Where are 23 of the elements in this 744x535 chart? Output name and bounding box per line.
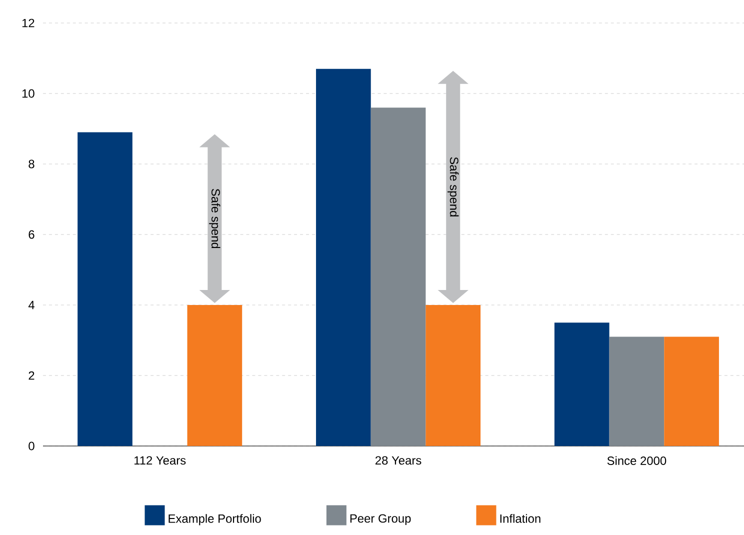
bar (664, 336, 719, 446)
bar (78, 132, 132, 446)
bar (187, 305, 242, 446)
bar (554, 322, 610, 446)
bar (609, 336, 664, 446)
legend-label: Example Portfolio (168, 514, 261, 526)
x-tick-label: Since 2000 (607, 456, 666, 465)
x-tick-label: 112 Years (134, 456, 186, 465)
bar (370, 108, 426, 446)
y-tick-label: 4 (28, 300, 34, 310)
x-tick-label: 28 Years (375, 456, 422, 465)
bar (316, 68, 371, 446)
annotation: Safe spend (448, 157, 459, 216)
legend-label: Inflation (500, 514, 540, 523)
y-tick-label: 10 (22, 89, 34, 98)
y-tick-label: 6 (28, 230, 34, 239)
y-tick-label: 0 (28, 442, 34, 450)
legend-label: Peer Group (350, 514, 411, 526)
y-tick-label: 2 (28, 371, 34, 380)
y-tick-label: 8 (28, 160, 34, 168)
bar (426, 305, 481, 446)
annotation: Safe spend (209, 188, 220, 248)
y-tick-label: 12 (22, 18, 34, 28)
